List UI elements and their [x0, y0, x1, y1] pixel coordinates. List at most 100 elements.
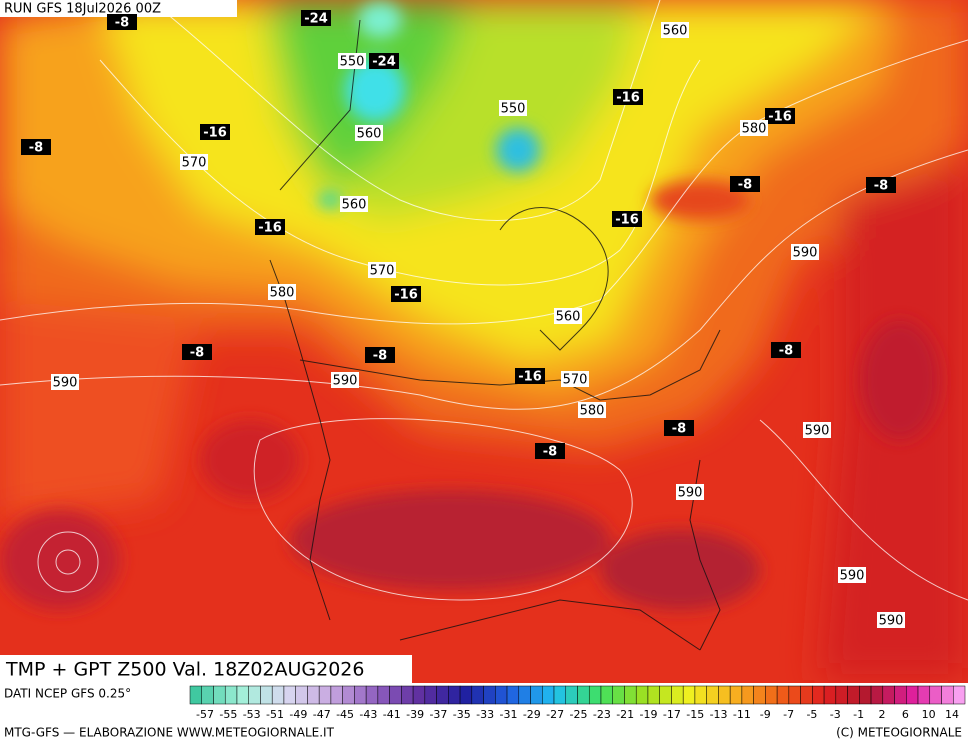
temperature-label: -16 — [768, 110, 792, 125]
temperature-label-box — [21, 139, 51, 155]
colorbar-swatch — [765, 685, 778, 705]
colorbar-swatch — [588, 685, 602, 705]
height-label: 570 — [370, 264, 395, 279]
colorbar-label: -11 — [733, 708, 751, 721]
temperature-label-box — [369, 53, 399, 69]
colorbar-swatch — [365, 685, 379, 705]
height-label: 590 — [333, 374, 358, 389]
height-label-box — [803, 422, 831, 438]
temperature-label: -8 — [738, 178, 752, 193]
height-label: 580 — [742, 122, 767, 137]
colorbar-swatch — [788, 685, 801, 705]
colorbar-label: -29 — [523, 708, 541, 721]
height-label-box — [180, 154, 208, 170]
colorbar-swatch — [565, 685, 578, 705]
height-label-box — [578, 402, 606, 418]
temperature-label: -8 — [190, 346, 204, 361]
colorbar-swatch — [401, 685, 414, 705]
colorbar-label: -53 — [243, 708, 261, 721]
temperature-label: -16 — [258, 221, 282, 236]
colorbar-swatch — [577, 685, 590, 705]
height-label: 560 — [556, 310, 581, 325]
colorbar-swatch — [189, 685, 202, 705]
colorbar-swatch — [318, 685, 332, 705]
colorbar-label: -5 — [806, 708, 817, 721]
colorbar-swatch — [776, 685, 790, 705]
colorbar-swatch — [823, 685, 837, 705]
height-label-box — [331, 372, 359, 388]
height-label: 570 — [182, 156, 207, 171]
colorbar-swatch — [553, 685, 567, 705]
colorbar-label: -47 — [313, 708, 331, 721]
colorbar-swatch — [682, 685, 696, 705]
colorbar-swatch — [706, 685, 719, 705]
colorbar-swatch — [835, 685, 848, 705]
height-label: 560 — [663, 24, 688, 39]
colorbar-label: -55 — [219, 708, 237, 721]
height-label: 590 — [678, 486, 703, 501]
colorbar-swatch — [201, 685, 214, 705]
colorbar-swatch — [459, 685, 473, 705]
height-label: 550 — [501, 102, 526, 117]
height-label-box — [268, 284, 296, 300]
colorbar-swatch — [448, 685, 461, 705]
run-label: RUN GFS 18Jul2026 00Z — [4, 2, 161, 17]
height-label: 580 — [270, 286, 295, 301]
colorbar-swatch — [436, 685, 449, 705]
colorbar-swatch — [224, 685, 238, 705]
height-label: 590 — [879, 614, 904, 629]
colorbar-swatch — [495, 685, 508, 705]
title-box — [0, 655, 412, 683]
colorbar-label: -35 — [453, 708, 471, 721]
colorbar-swatch — [213, 685, 226, 705]
colorbar-label: -21 — [616, 708, 634, 721]
colorbar-label: -37 — [429, 708, 447, 721]
footer-left: MTG-GFS — ELABORAZIONE WWW.METEOGIORNALE… — [4, 726, 335, 740]
colorbar-label: -43 — [359, 708, 377, 721]
temperature-label-box — [664, 420, 694, 436]
colorbar-swatch — [424, 685, 437, 705]
temperature-label: -8 — [373, 349, 387, 364]
colorbar-swatch — [471, 685, 484, 705]
colorbar-swatch — [260, 685, 273, 705]
colorbar-swatch — [694, 685, 707, 705]
temperature-label-box — [535, 443, 565, 459]
colorbar-swatch — [600, 685, 613, 705]
temperature-label-box — [255, 219, 285, 235]
temperature-label-box — [613, 89, 643, 105]
colorbar-label: -33 — [476, 708, 494, 721]
height-label-box — [791, 244, 819, 260]
temperature-label-box — [182, 344, 212, 360]
height-label-box — [676, 484, 704, 500]
colorbar-swatch — [800, 685, 813, 705]
colorbar-label: -1 — [853, 708, 864, 721]
colorbar-swatch — [635, 685, 649, 705]
colorbar-swatch — [542, 685, 555, 705]
height-label: 560 — [342, 198, 367, 213]
colorbar-label: -13 — [710, 708, 728, 721]
temperature-label-box — [391, 286, 421, 302]
colorbar-label: -57 — [196, 708, 214, 721]
colorbar-label: 2 — [878, 708, 885, 721]
temperature-label-box — [107, 14, 137, 30]
temperature-label: -16 — [203, 126, 227, 141]
height-label-box — [561, 371, 589, 387]
temperature-label-box — [200, 124, 230, 140]
colorbar-swatch — [483, 685, 496, 705]
colorbar-swatch — [870, 685, 884, 705]
colorbar-swatch — [354, 685, 367, 705]
colorbar-label: -7 — [783, 708, 794, 721]
data-source: DATI NCEP GFS 0.25° — [4, 687, 131, 701]
temperature-label: -16 — [616, 91, 640, 106]
colorbar-swatch — [929, 685, 942, 705]
colorbar-label: -3 — [830, 708, 841, 721]
temperature-label-box — [866, 177, 896, 193]
temperature-label: -8 — [543, 445, 557, 460]
colorbar-swatch — [847, 685, 860, 705]
temperature-label: -8 — [29, 141, 43, 156]
colorbar-swatch — [729, 685, 743, 705]
map-title: TMP + GPT Z500 Val. 18Z02AUG2026 — [5, 659, 364, 681]
colorbar-label: -31 — [499, 708, 517, 721]
